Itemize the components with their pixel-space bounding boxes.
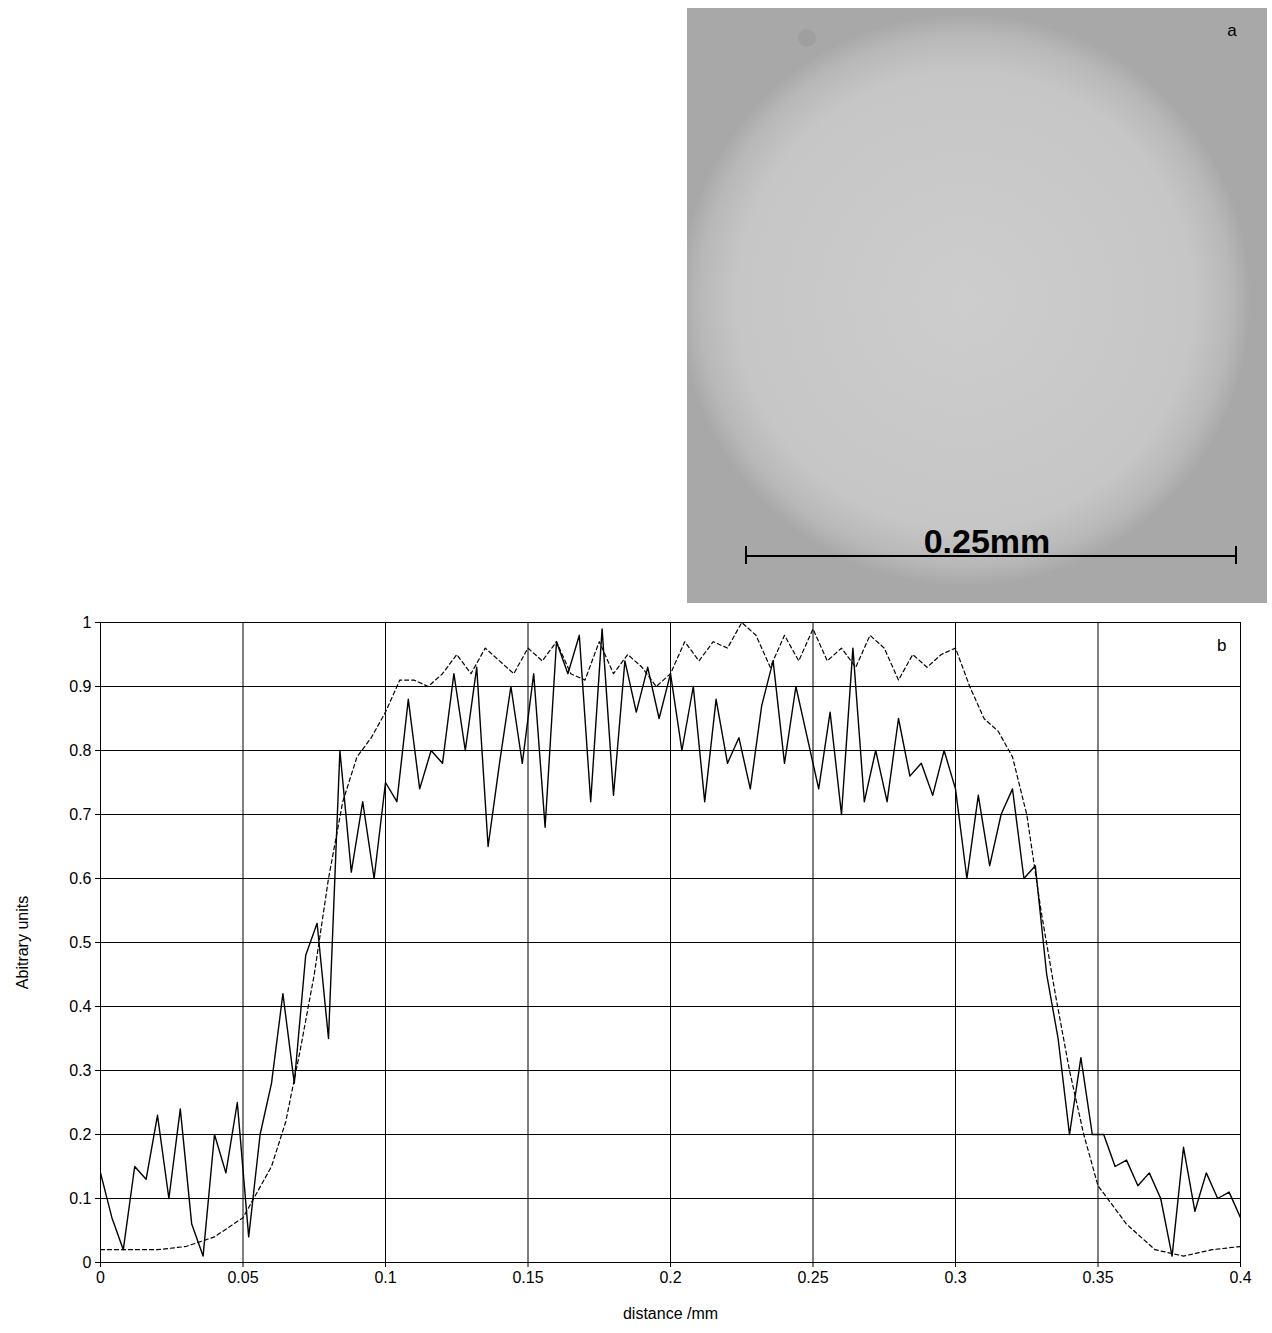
- svg-text:0.2: 0.2: [69, 1126, 91, 1143]
- svg-text:0.05: 0.05: [227, 1269, 258, 1286]
- svg-text:b: b: [1217, 636, 1226, 655]
- svg-text:0.1: 0.1: [374, 1269, 396, 1286]
- svg-text:0: 0: [83, 1254, 92, 1271]
- svg-text:0.15: 0.15: [512, 1269, 543, 1286]
- svg-text:1: 1: [83, 614, 92, 631]
- svg-text:0.25: 0.25: [797, 1269, 828, 1286]
- svg-text:0.3: 0.3: [944, 1269, 966, 1286]
- svg-text:distance /mm: distance /mm: [623, 1305, 718, 1322]
- svg-text:Abitrary units: Abitrary units: [14, 896, 31, 989]
- svg-text:0.9: 0.9: [69, 678, 91, 695]
- svg-text:0.35: 0.35: [1082, 1269, 1113, 1286]
- svg-text:0.6: 0.6: [69, 870, 91, 887]
- svg-text:0.5: 0.5: [69, 934, 91, 951]
- svg-text:0.4: 0.4: [69, 998, 91, 1015]
- svg-text:0.8: 0.8: [69, 742, 91, 759]
- svg-text:a: a: [1227, 21, 1237, 40]
- svg-text:0.7: 0.7: [69, 806, 91, 823]
- svg-text:0.3: 0.3: [69, 1062, 91, 1079]
- svg-text:0: 0: [96, 1269, 105, 1286]
- svg-text:0.25mm: 0.25mm: [924, 522, 1051, 560]
- svg-text:0.4: 0.4: [1229, 1269, 1251, 1286]
- svg-text:0.2: 0.2: [659, 1269, 681, 1286]
- svg-text:0.1: 0.1: [69, 1190, 91, 1207]
